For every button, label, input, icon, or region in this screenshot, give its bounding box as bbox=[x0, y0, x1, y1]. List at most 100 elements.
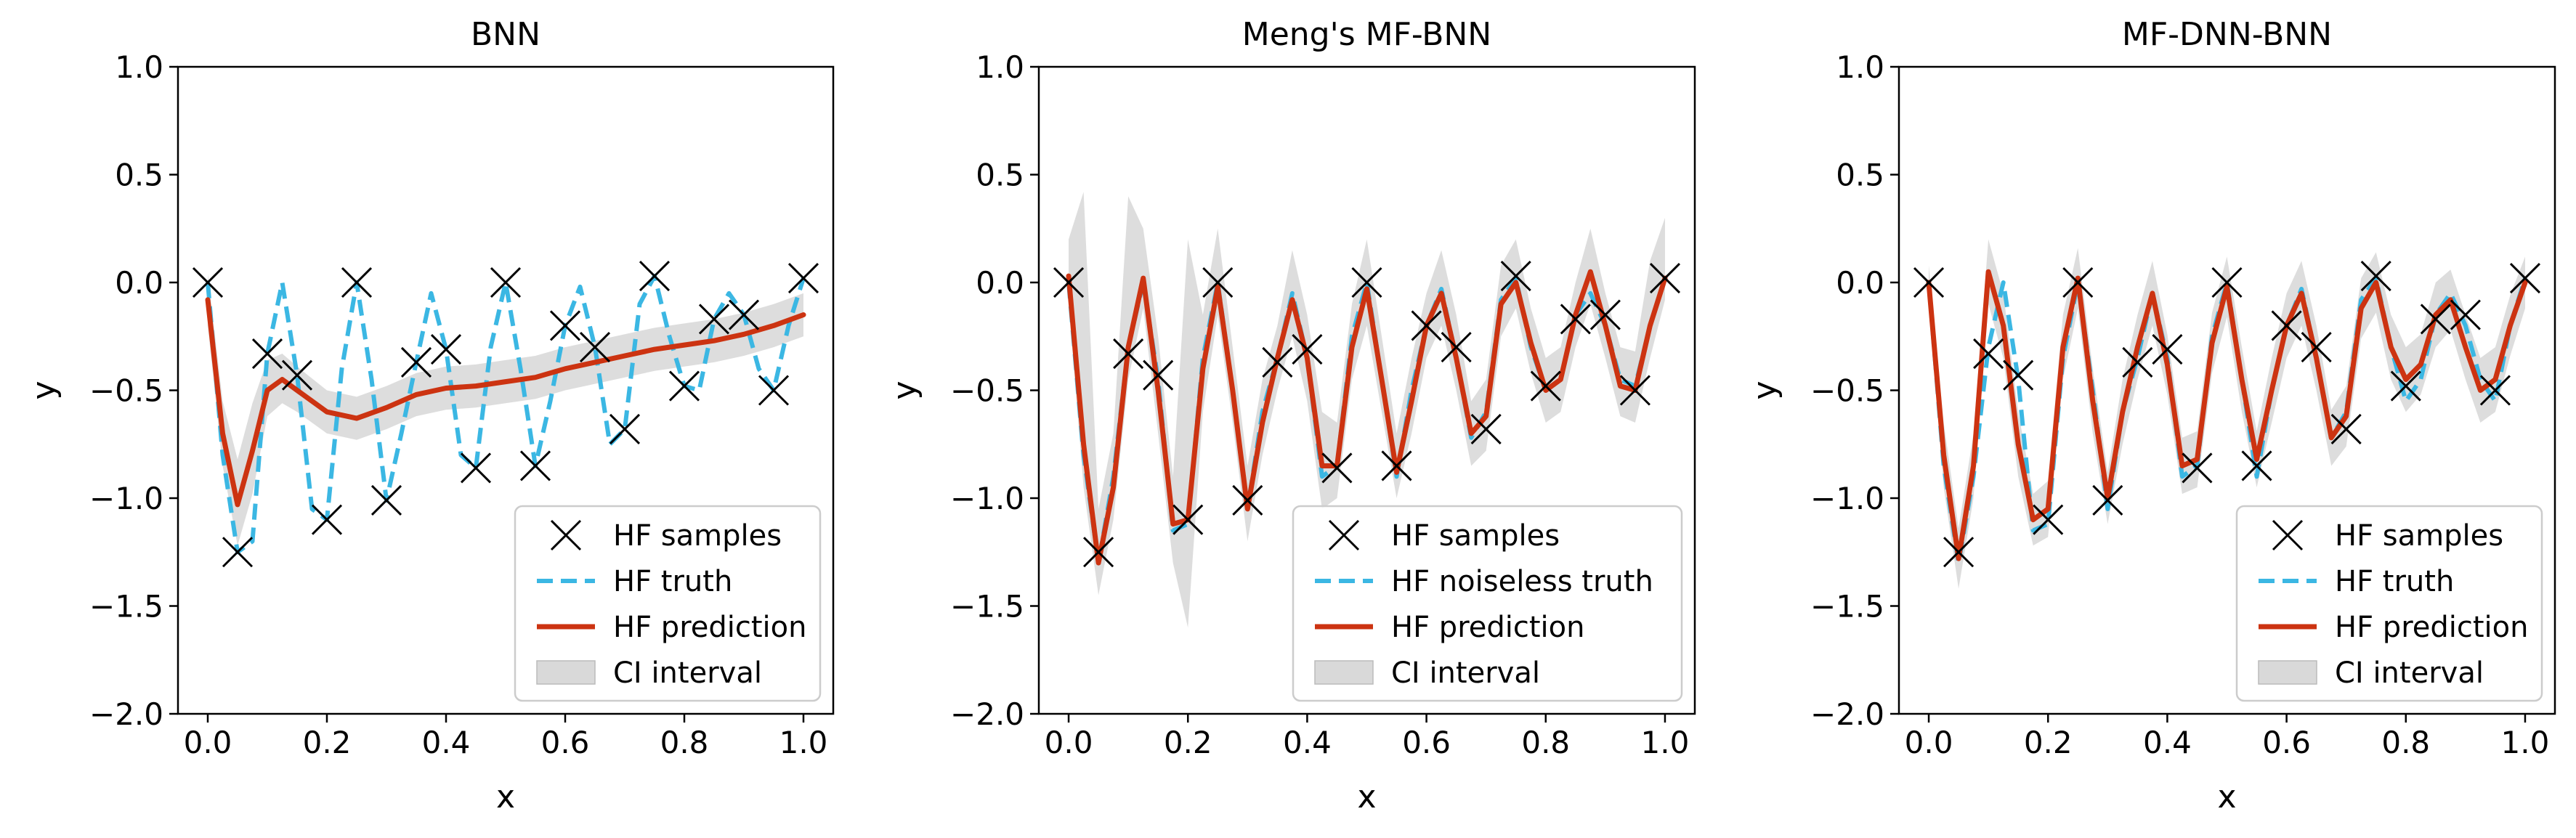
legend-band-symbol bbox=[1314, 660, 1374, 685]
sample-marker bbox=[519, 450, 551, 481]
y-tick-label: −2.0 bbox=[950, 696, 1024, 732]
sample-marker bbox=[758, 375, 790, 406]
x-tick-label: 0.0 bbox=[184, 725, 232, 760]
plot-area bbox=[205, 274, 806, 555]
sample-marker bbox=[1411, 310, 1442, 341]
x-tick-label: 0.4 bbox=[1283, 725, 1332, 760]
sample-marker bbox=[2271, 310, 2302, 341]
legend: HF samples HF truth HF prediction CI interv… bbox=[2235, 505, 2543, 702]
sample-marker bbox=[1560, 304, 1591, 335]
x-tick-label: 0.4 bbox=[2143, 725, 2192, 760]
legend-marker-symbol bbox=[550, 519, 582, 551]
x-tick-label: 0.6 bbox=[541, 725, 590, 760]
sample-marker bbox=[639, 261, 671, 292]
y-tick-label: −1.5 bbox=[89, 589, 163, 625]
sample-marker bbox=[2062, 267, 2094, 298]
legend-entry: CI interval bbox=[2335, 656, 2484, 690]
sample-marker bbox=[2450, 299, 2481, 330]
y-tick-label: 0.5 bbox=[115, 158, 163, 193]
legend-entry: HF samples bbox=[613, 519, 782, 553]
x-tick-label: 0.2 bbox=[303, 725, 352, 760]
panel-title: Meng's MF-BNN bbox=[1242, 16, 1491, 53]
sample-marker bbox=[1172, 504, 1204, 535]
y-tick-label: 1.0 bbox=[1836, 49, 1884, 85]
sample-marker bbox=[2033, 504, 2064, 535]
sample-marker bbox=[2390, 370, 2421, 402]
x-tick-label: 0.8 bbox=[2381, 725, 2430, 760]
sample-marker bbox=[1351, 267, 1382, 298]
sample-marker bbox=[698, 304, 730, 335]
legend-entry: HF prediction bbox=[613, 611, 806, 644]
sample-marker bbox=[1441, 332, 1472, 363]
sample-marker bbox=[2301, 332, 2332, 363]
x-tick-label: 0.0 bbox=[1045, 725, 1093, 760]
legend-entry: HF truth bbox=[2335, 565, 2454, 598]
prediction-line bbox=[205, 297, 806, 508]
x-tick-label: 0.8 bbox=[660, 725, 709, 760]
x-axis-label: x bbox=[2217, 778, 2236, 815]
sample-marker bbox=[1589, 299, 1621, 330]
y-tick-label: −0.5 bbox=[1810, 373, 1884, 409]
sample-marker bbox=[251, 338, 283, 370]
sample-marker bbox=[1232, 484, 1263, 516]
sample-marker bbox=[1292, 334, 1323, 365]
y-tick-label: 0.5 bbox=[976, 158, 1024, 193]
legend-entry: HF prediction bbox=[1391, 611, 1584, 644]
y-tick-label: 0.0 bbox=[115, 265, 163, 301]
sample-marker bbox=[281, 359, 313, 391]
prediction-line bbox=[1066, 269, 1668, 566]
legend-box bbox=[514, 505, 822, 702]
sample-marker bbox=[1113, 338, 1144, 370]
sample-marker bbox=[2509, 262, 2541, 294]
y-tick-label: −0.5 bbox=[950, 373, 1024, 409]
sample-marker bbox=[490, 267, 522, 298]
sample-marker bbox=[2003, 359, 2034, 391]
sample-marker bbox=[311, 504, 343, 535]
sample-marker bbox=[1262, 346, 1293, 378]
y-axis-label: y bbox=[25, 381, 62, 399]
x-tick-label: 0.4 bbox=[422, 725, 471, 760]
sample-marker bbox=[787, 262, 819, 294]
sample-marker bbox=[1530, 370, 1561, 402]
sample-marker bbox=[1381, 450, 1412, 481]
sample-marker bbox=[579, 332, 611, 363]
legend-box bbox=[1292, 505, 1683, 702]
sample-marker bbox=[2092, 484, 2123, 516]
legend-band-symbol bbox=[2258, 660, 2317, 685]
sample-marker bbox=[1321, 452, 1353, 484]
sample-marker bbox=[1973, 338, 2004, 370]
sample-marker bbox=[2122, 346, 2153, 378]
x-tick-label: 1.0 bbox=[1641, 725, 1690, 760]
sample-marker bbox=[549, 310, 581, 341]
chart-panel-1: 0.0 0.2 0.4 0.6 0.8 1.0 1.0 0.5 0.0 −0.5 −1.0 −1.5 −… bbox=[25, 16, 835, 815]
sample-marker bbox=[460, 452, 492, 484]
x-tick-label: 1.0 bbox=[779, 725, 828, 760]
sample-marker bbox=[1202, 267, 1234, 298]
sample-marker bbox=[2360, 261, 2391, 292]
y-tick-label: 1.0 bbox=[976, 49, 1024, 85]
y-tick-label: 1.0 bbox=[115, 49, 163, 85]
sample-marker bbox=[430, 334, 462, 365]
sample-marker bbox=[1619, 375, 1650, 406]
sample-marker bbox=[728, 299, 760, 330]
y-tick-label: −1.0 bbox=[1810, 481, 1884, 516]
x-axis-label: x bbox=[1357, 778, 1376, 815]
legend: HF samples HF truth HF prediction CI interv… bbox=[514, 505, 822, 702]
x-tick-label: 0.6 bbox=[1402, 725, 1451, 760]
sample-marker bbox=[2330, 413, 2362, 445]
sample-marker bbox=[2420, 304, 2451, 335]
legend-marker-symbol bbox=[1328, 519, 1360, 551]
y-tick-label: −1.0 bbox=[89, 481, 163, 516]
plot-area bbox=[1066, 192, 1668, 628]
legend-entry: HF prediction bbox=[2335, 611, 2528, 644]
legend-entry: HF samples bbox=[1391, 519, 1560, 553]
truth-line bbox=[206, 274, 806, 555]
x-axis-label: x bbox=[496, 778, 515, 815]
sample-marker bbox=[2241, 450, 2272, 481]
y-tick-label: −1.5 bbox=[1810, 589, 1884, 625]
y-tick-label: −2.0 bbox=[1810, 696, 1884, 732]
y-tick-label: −0.5 bbox=[89, 373, 163, 409]
y-tick-label: −1.0 bbox=[950, 481, 1024, 516]
sample-marker bbox=[1083, 537, 1114, 568]
